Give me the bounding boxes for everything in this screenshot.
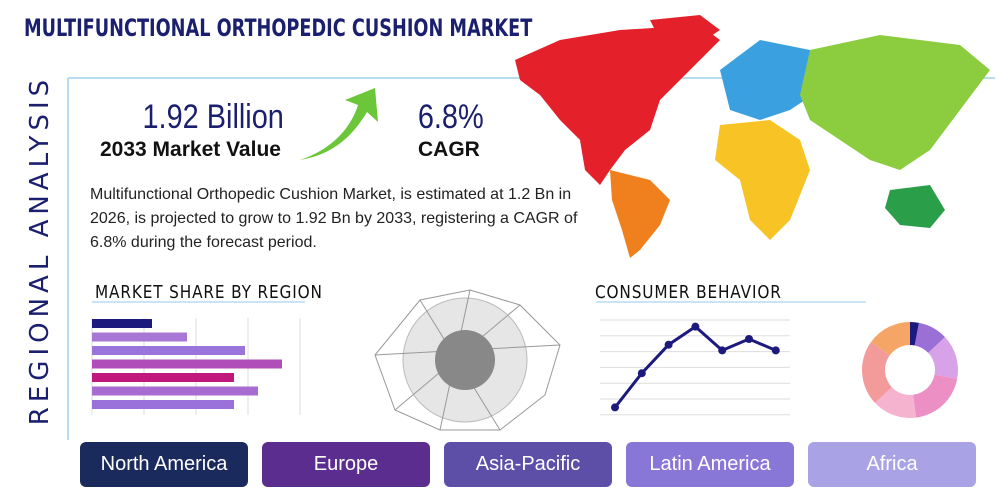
point	[771, 346, 780, 355]
region-button[interactable]: Asia-Pacific	[444, 442, 612, 487]
cagr: 6.8%	[417, 98, 484, 136]
donut-segment	[913, 374, 958, 418]
side-label: REGIONAL ANALYSIS	[25, 74, 55, 426]
donut-segment	[871, 322, 910, 356]
bar	[92, 386, 258, 396]
market-value-label: 2033 Market Value	[100, 138, 281, 161]
bar	[92, 359, 282, 369]
point	[664, 340, 673, 349]
section-title: MARKET SHARE BY REGION	[95, 282, 323, 303]
market-value: 1.92 Billion	[142, 98, 284, 136]
world-map	[515, 15, 990, 258]
network-globe	[374, 289, 561, 431]
bar	[92, 346, 245, 355]
cagr-label: CAGR	[418, 138, 480, 161]
region-button[interactable]: Africa	[808, 442, 976, 487]
section-title: CONSUMER BEHAVIOR	[595, 282, 782, 303]
point	[691, 322, 700, 331]
point	[745, 335, 753, 343]
region-button[interactable]: Latin America	[626, 442, 794, 487]
title: MULTIFUNCTIONAL ORTHOPEDIC CUSHION MARKE…	[24, 14, 533, 42]
bar	[92, 400, 234, 409]
bar	[92, 332, 187, 342]
point	[718, 346, 727, 355]
donut-segment	[875, 387, 917, 419]
donut-segment	[914, 322, 945, 353]
donut-segment	[910, 322, 919, 346]
point	[637, 369, 646, 378]
region-button[interactable]: Europe	[262, 442, 430, 487]
region-button[interactable]: North America	[80, 442, 248, 487]
description: Multifunctional Orthopedic Cushion Marke…	[90, 186, 578, 251]
donut-segment	[928, 337, 958, 379]
growth-arrow	[300, 88, 378, 160]
bar	[92, 319, 152, 328]
bar	[92, 373, 234, 382]
point	[611, 403, 619, 412]
donut-segment	[862, 341, 892, 403]
